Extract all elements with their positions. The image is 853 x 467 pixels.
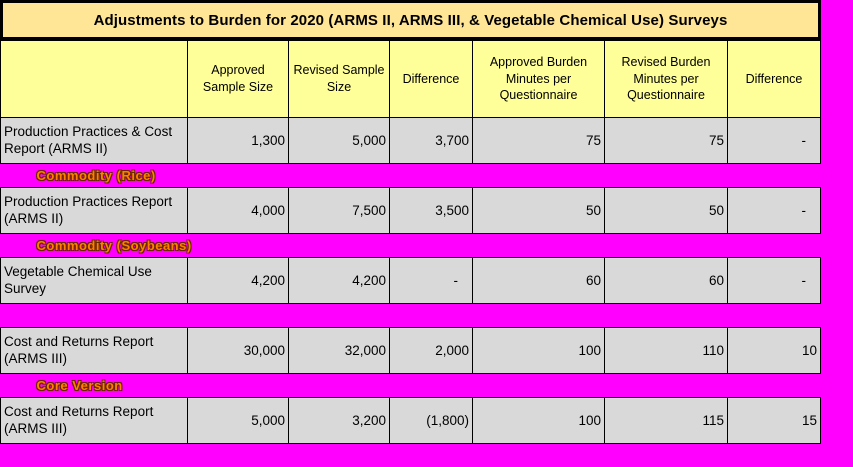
table-row: Production Practices Report (ARMS II)4,0… (1, 188, 821, 234)
value-cell[interactable]: 10 (728, 328, 821, 374)
column-header-6[interactable]: Difference (728, 41, 821, 118)
value-cell[interactable]: 75 (605, 118, 728, 164)
separator-band-row: Commodity (Soybeans) (1, 234, 821, 258)
column-header-4[interactable]: Approved Burden Minutes per Questionnair… (473, 41, 605, 118)
value-cell[interactable]: 4,200 (289, 258, 390, 304)
column-header-5[interactable]: Revised Burden Minutes per Questionnaire (605, 41, 728, 118)
table-title-text: Adjustments to Burden for 2020 (ARMS II,… (94, 12, 728, 29)
value-cell[interactable]: 50 (605, 188, 728, 234)
value-cell[interactable]: 30,000 (188, 328, 289, 374)
band-label[interactable]: Commodity (Rice) (1, 164, 821, 188)
value-cell[interactable]: - (728, 118, 821, 164)
value-cell[interactable]: 3,700 (390, 118, 473, 164)
value-cell[interactable]: 100 (473, 328, 605, 374)
value-cell[interactable]: 4,000 (188, 188, 289, 234)
value-cell[interactable]: 60 (605, 258, 728, 304)
table-row: Production Practices & Cost Report (ARMS… (1, 118, 821, 164)
band-label[interactable] (1, 304, 821, 328)
value-cell[interactable]: 3,500 (390, 188, 473, 234)
value-cell[interactable]: 2,000 (390, 328, 473, 374)
row-label[interactable]: Cost and Returns Report (ARMS III) (1, 398, 188, 444)
column-header-3[interactable]: Difference (390, 41, 473, 118)
value-cell[interactable]: 110 (605, 328, 728, 374)
value-cell[interactable]: 7,500 (289, 188, 390, 234)
separator-band-row (1, 304, 821, 328)
value-cell[interactable]: 115 (605, 398, 728, 444)
burden-adjustments-sheet: Adjustments to Burden for 2020 (ARMS II,… (0, 0, 821, 467)
table-title: Adjustments to Burden for 2020 (ARMS II,… (0, 0, 821, 40)
separator-band-row: Commodity (Rice) (1, 164, 821, 188)
value-cell[interactable]: (1,800) (390, 398, 473, 444)
band-label[interactable]: Commodity (Soybeans) (1, 234, 821, 258)
row-label[interactable]: Production Practices Report (ARMS II) (1, 188, 188, 234)
value-cell[interactable]: 5,000 (188, 398, 289, 444)
band-label[interactable] (1, 444, 821, 467)
row-label[interactable]: Vegetable Chemical Use Survey (1, 258, 188, 304)
value-cell[interactable]: 15 (728, 398, 821, 444)
column-header-2[interactable]: Revised Sample Size (289, 41, 390, 118)
spreadsheet-canvas: { "title": "Adjustments to Burden for 20… (0, 0, 853, 444)
value-cell[interactable]: 32,000 (289, 328, 390, 374)
band-label[interactable]: Core Version (1, 374, 821, 398)
value-cell[interactable]: - (728, 258, 821, 304)
value-cell[interactable]: 1,300 (188, 118, 289, 164)
row-label[interactable]: Production Practices & Cost Report (ARMS… (1, 118, 188, 164)
column-header-0[interactable] (1, 41, 188, 118)
value-cell[interactable]: 75 (473, 118, 605, 164)
row-label[interactable]: Cost and Returns Report (ARMS III) (1, 328, 188, 374)
separator-band-row: Core Version (1, 374, 821, 398)
value-cell[interactable]: - (728, 188, 821, 234)
value-cell[interactable]: 60 (473, 258, 605, 304)
value-cell[interactable]: 4,200 (188, 258, 289, 304)
table-row: Cost and Returns Report (ARMS III)30,000… (1, 328, 821, 374)
column-header-1[interactable]: Approved Sample Size (188, 41, 289, 118)
value-cell[interactable]: 3,200 (289, 398, 390, 444)
value-cell[interactable]: 100 (473, 398, 605, 444)
value-cell[interactable]: 50 (473, 188, 605, 234)
value-cell[interactable]: - (390, 258, 473, 304)
value-cell[interactable]: 5,000 (289, 118, 390, 164)
separator-band-row (1, 444, 821, 467)
